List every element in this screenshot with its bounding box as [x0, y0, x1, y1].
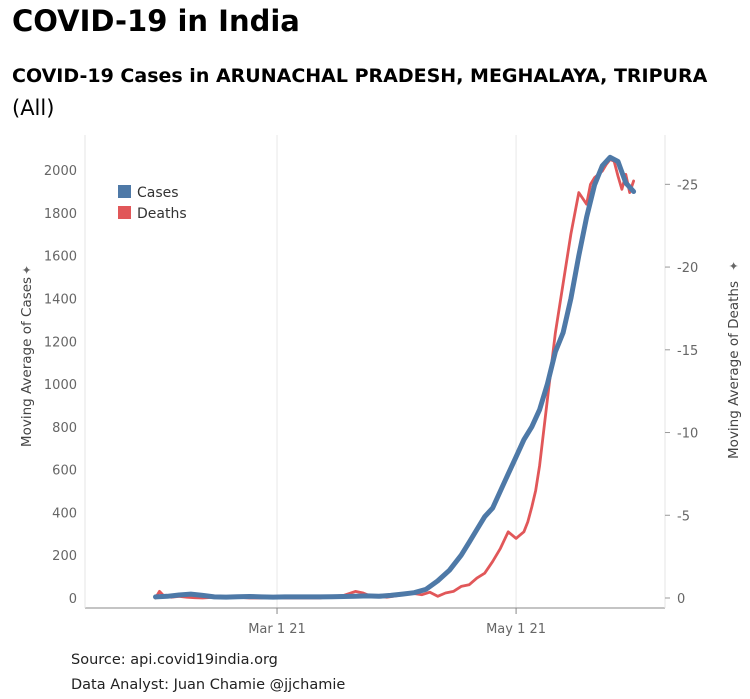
y-tick-label: 1800 [44, 207, 77, 222]
legend-label-cases: Cases [137, 185, 179, 201]
y-tick-label: 200 [52, 549, 77, 564]
y-tick-label: 600 [52, 464, 77, 479]
series-layer [153, 154, 637, 600]
y-tick-label: 1600 [44, 250, 77, 265]
y-tick-label: 0 [69, 592, 77, 607]
gridlines [276, 135, 517, 608]
y-tick-label: 1000 [44, 378, 77, 393]
filter-label[interactable]: (All) [12, 96, 55, 120]
y-tick-label: 1200 [44, 335, 77, 350]
x-axis-ticks: Mar 1 21 May 1 21 [248, 608, 546, 637]
legend-label-deaths: Deaths [137, 206, 187, 222]
y-tick-label: 2000 [44, 164, 77, 179]
y2-axis-ticks: 0 -5 -10 -15 -20 -25 [665, 178, 698, 607]
pin-icon[interactable]: ✦ [727, 261, 741, 271]
y-axis-ticks: 0 200 400 600 800 1000 1200 1400 1600 1800 2000 [44, 164, 77, 607]
x-tick-label: May 1 21 [486, 622, 546, 637]
legend[interactable]: Cases Deaths [118, 185, 187, 222]
series-line-cases [153, 154, 637, 600]
y2-tick-label: -5 [677, 509, 690, 524]
y2-axis-title: Moving Average of Deaths [726, 281, 742, 459]
analyst-note: Data Analyst: Juan Chamie @jjchamie [71, 677, 346, 693]
legend-swatch-cases [118, 185, 131, 198]
page-title: COVID-19 in India [12, 4, 300, 38]
y2-tick-label: -10 [677, 427, 698, 442]
y2-tick-label: -15 [677, 344, 698, 359]
x-tick-label: Mar 1 21 [248, 622, 306, 637]
y-axis-title: Moving Average of Cases [19, 277, 35, 447]
y-tick-label: 800 [52, 421, 77, 436]
pin-icon[interactable]: ✦ [20, 265, 34, 275]
legend-swatch-deaths [118, 206, 131, 219]
y-tick-label: 1400 [44, 292, 77, 307]
y2-tick-label: -25 [677, 178, 698, 193]
series-line-deaths [154, 158, 635, 600]
y-tick-label: 400 [52, 506, 77, 521]
source-note: Source: api.covid19india.org [71, 652, 278, 668]
y2-tick-label: -20 [677, 261, 698, 276]
y2-tick-label: 0 [677, 592, 685, 607]
chart-subtitle: COVID-19 Cases in ARUNACHAL PRADESH, MEG… [12, 65, 708, 87]
